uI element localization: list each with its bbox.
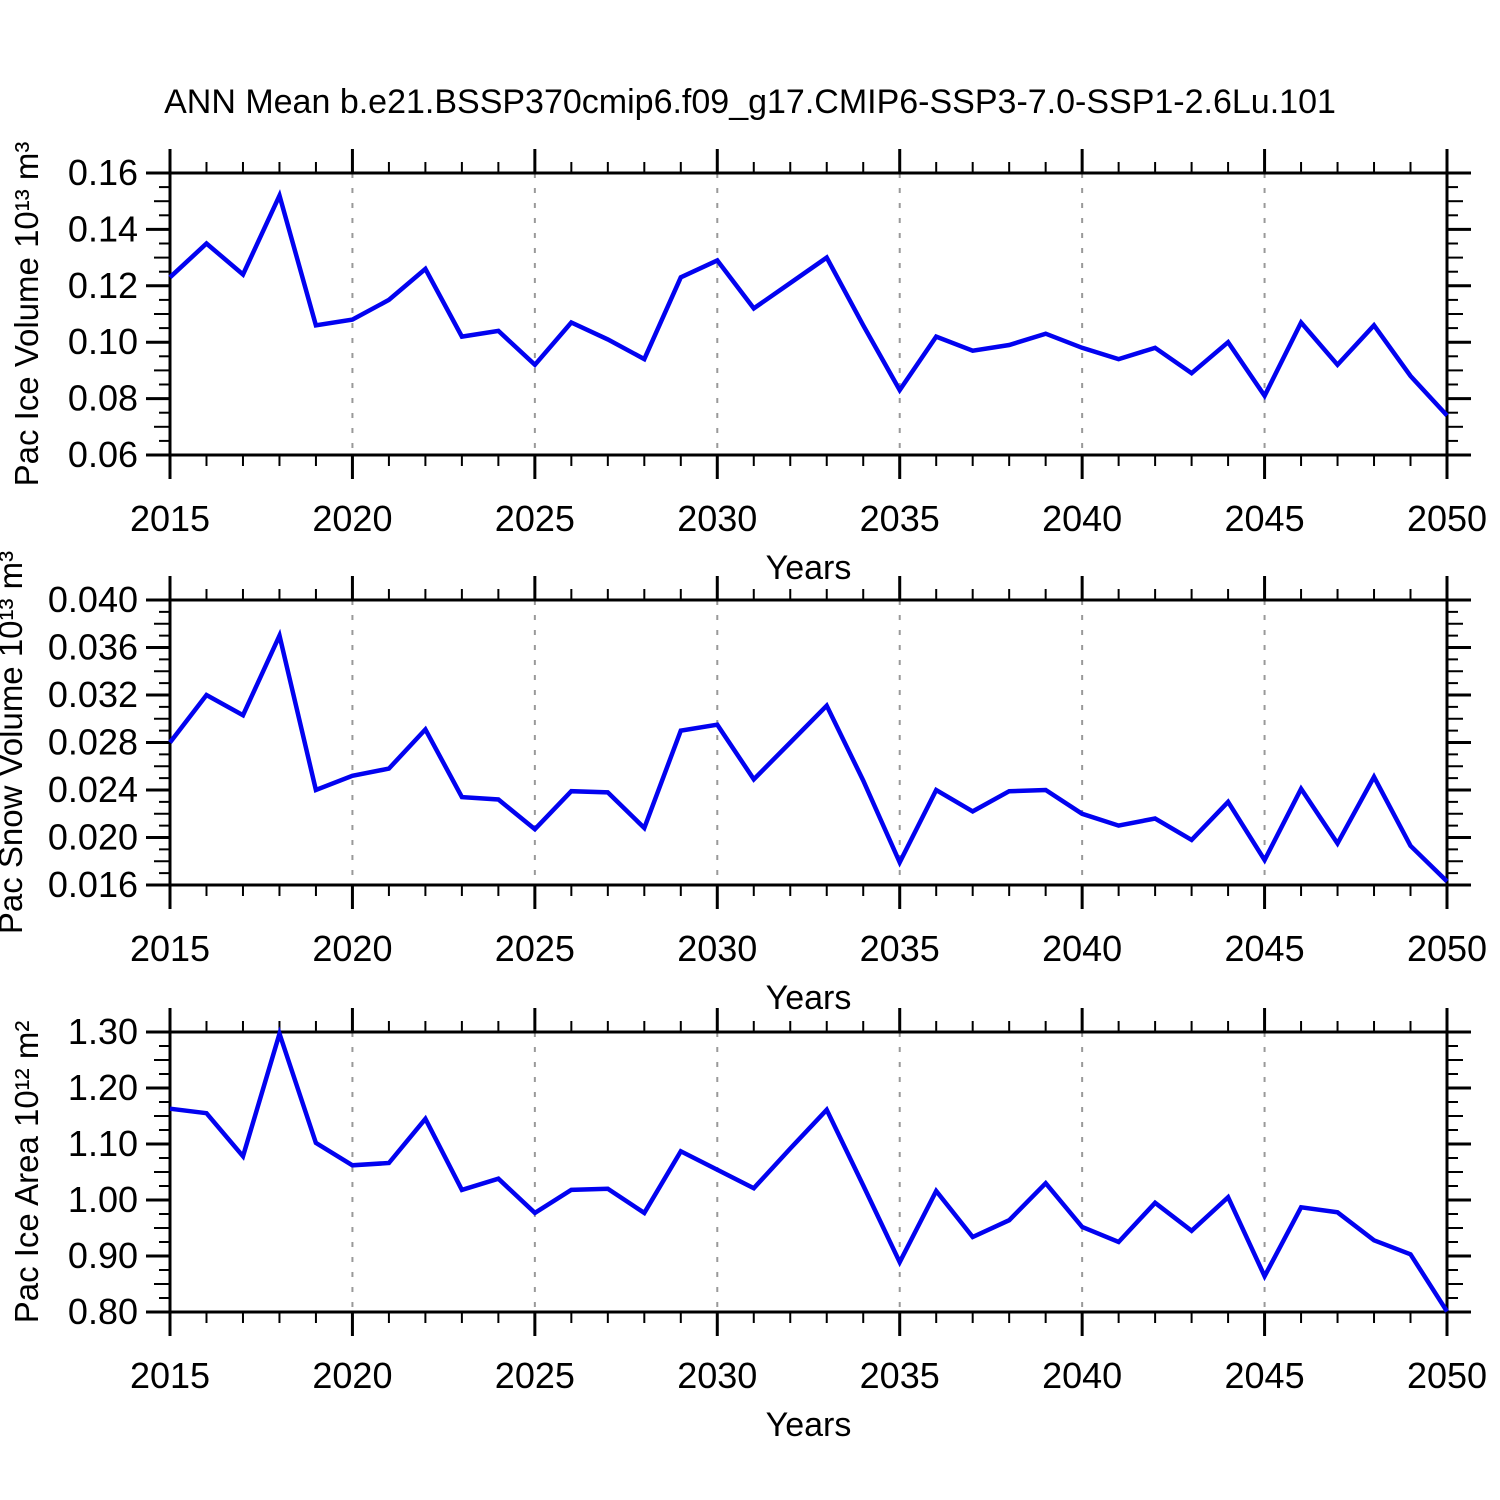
axis-box xyxy=(168,1030,1449,1314)
panel-pac-ice-volume: 0.06 0.08 0.10 0.12 0.14 0.16 2015 2020 2025 2030… xyxy=(8,142,1487,587)
x-tick-label: 2020 xyxy=(312,928,392,969)
y-tick-label: 1.00 xyxy=(68,1179,138,1220)
y-tick-label: 0.12 xyxy=(68,265,138,306)
y-tick-label: 0.040 xyxy=(48,579,138,620)
x-tick-label: 2030 xyxy=(677,1355,757,1396)
x-tick-label: 2015 xyxy=(130,1355,210,1396)
x-axis-title: Years xyxy=(766,549,852,587)
axis-box xyxy=(168,171,1449,457)
x-tick-label: 2020 xyxy=(312,1355,392,1396)
y-axis-title: Pac Snow Volume 10¹³ m³ xyxy=(0,551,29,934)
x-axis-title: Years xyxy=(766,1406,852,1444)
x-tick-label: 2025 xyxy=(495,928,575,969)
y-tick-label: 0.020 xyxy=(48,817,138,858)
x-tick-label: 2020 xyxy=(312,498,392,539)
x-tick-label: 2050 xyxy=(1407,928,1487,969)
data-line xyxy=(168,628,1449,884)
x-tick-label: 2030 xyxy=(677,498,757,539)
x-tick-label: 2025 xyxy=(495,1355,575,1396)
y-tick-label: 0.028 xyxy=(48,722,138,763)
x-tick-label: 2045 xyxy=(1225,498,1305,539)
x-axis-title: Years xyxy=(766,979,852,1017)
x-tick-label: 2045 xyxy=(1225,928,1305,969)
data-line xyxy=(168,189,1449,418)
x-tick-label: 2025 xyxy=(495,498,575,539)
y-tick-label: 0.016 xyxy=(48,864,138,905)
y-axis-title: Pac Ice Area 10¹² m² xyxy=(8,1021,45,1324)
y-tick-label: 0.032 xyxy=(48,674,138,715)
x-tick-label: 2040 xyxy=(1042,498,1122,539)
x-tick-label: 2040 xyxy=(1042,928,1122,969)
y-tick-label: 1.30 xyxy=(68,1011,138,1052)
panel-pac-ice-area: 0.80 0.90 1.00 1.10 1.20 1.30 2015 2020 2025 2030… xyxy=(8,1008,1487,1444)
y-tick-label: 1.10 xyxy=(68,1123,138,1164)
data-line xyxy=(169,1026,1449,1313)
y-tick-label: 0.10 xyxy=(68,321,138,362)
y-tick-label: 0.16 xyxy=(68,152,138,193)
y-tick-label: 0.036 xyxy=(48,627,138,668)
x-tick-label: 2045 xyxy=(1225,1355,1305,1396)
x-tick-label: 2015 xyxy=(130,498,210,539)
x-tick-label: 2050 xyxy=(1407,1355,1487,1396)
x-tick-label: 2035 xyxy=(860,928,940,969)
y-tick-label: 1.20 xyxy=(68,1067,138,1108)
y-tick-label: 0.024 xyxy=(48,769,138,810)
x-tick-label: 2040 xyxy=(1042,1355,1122,1396)
y-tick-label: 0.08 xyxy=(68,378,138,419)
y-tick-label: 0.90 xyxy=(68,1235,138,1276)
y-tick-label: 0.80 xyxy=(68,1291,138,1332)
x-tick-label: 2035 xyxy=(860,1355,940,1396)
y-axis-title: Pac Ice Volume 10¹³ m³ xyxy=(8,142,45,487)
panel-pac-snow-volume: 0.016 0.020 0.024 0.028 0.032 0.036 0.040 2015 2… xyxy=(0,551,1487,1017)
x-tick-label: 2035 xyxy=(860,498,940,539)
x-tick-label: 2015 xyxy=(130,928,210,969)
x-tick-label: 2050 xyxy=(1407,498,1487,539)
y-tick-label: 0.14 xyxy=(68,208,138,249)
x-tick-label: 2030 xyxy=(677,928,757,969)
chart-title: ANN Mean b.e21.BSSP370cmip6.f09_g17.CMIP… xyxy=(164,83,1336,121)
y-tick-label: 0.06 xyxy=(68,434,138,475)
